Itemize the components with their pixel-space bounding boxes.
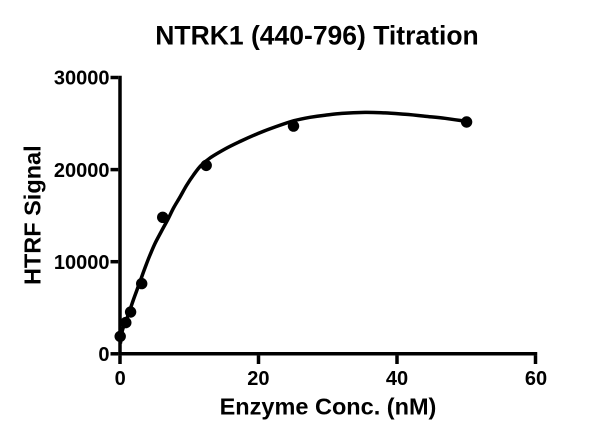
svg-text:10000: 10000 bbox=[54, 252, 110, 274]
svg-text:30000: 30000 bbox=[54, 68, 110, 90]
svg-text:0: 0 bbox=[115, 368, 126, 390]
svg-text:20000: 20000 bbox=[54, 160, 110, 182]
svg-text:NTRK1 (440-796) Titration: NTRK1 (440-796) Titration bbox=[155, 21, 478, 51]
svg-text:20: 20 bbox=[247, 368, 269, 390]
svg-text:Enzyme Conc. (nM): Enzyme Conc. (nM) bbox=[220, 394, 437, 420]
svg-text:40: 40 bbox=[386, 368, 408, 390]
svg-text:60: 60 bbox=[525, 368, 547, 390]
svg-text:HTRF Signal: HTRF Signal bbox=[20, 145, 46, 285]
svg-text:0: 0 bbox=[98, 344, 109, 366]
